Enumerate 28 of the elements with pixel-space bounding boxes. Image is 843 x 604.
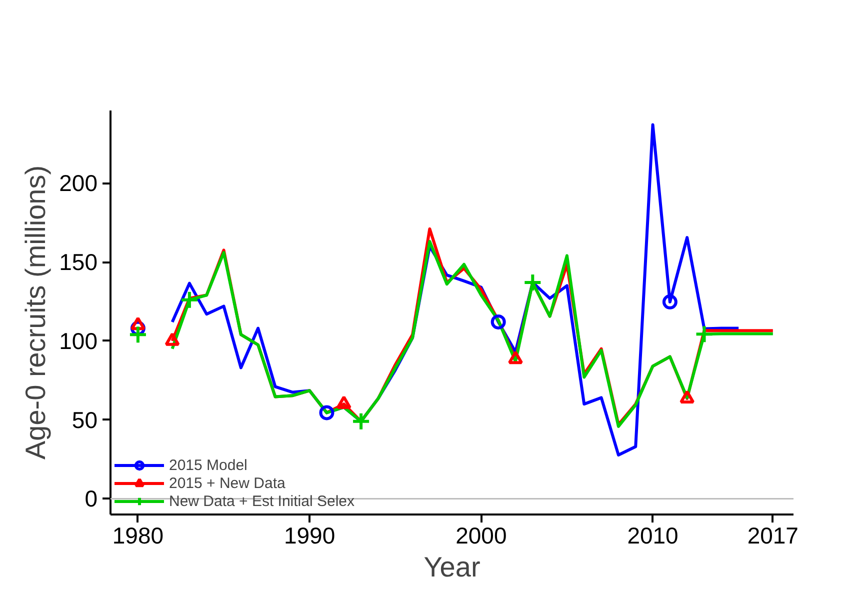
point [662, 294, 678, 310]
legend-label: 2015 + New Data [169, 474, 286, 492]
point [319, 405, 334, 420]
legend-label: New Data + Est Initial Selex [169, 492, 355, 510]
point [130, 316, 146, 330]
x-tick-label: 2017 [747, 522, 798, 548]
y-tick-label: 150 [59, 249, 98, 275]
x-axis-title: Year [424, 552, 480, 582]
point [680, 390, 695, 404]
y-tick-label: 0 [84, 486, 98, 512]
y-tick-label: 50 [72, 406, 98, 433]
point [694, 324, 714, 344]
x-tick-label: 1980 [112, 522, 164, 548]
x-tick-label: 2010 [627, 522, 678, 548]
point [490, 314, 506, 330]
x-tick-label: 2000 [456, 522, 507, 548]
x-tick-label: 1990 [284, 522, 336, 548]
y-axis-title: Age-0 recruits (millions) [20, 165, 52, 460]
point [523, 273, 542, 292]
point [336, 396, 352, 409]
point [508, 350, 523, 364]
y-tick-label: 100 [59, 328, 98, 354]
legend-label: 2015 Model [169, 456, 248, 474]
point [164, 332, 180, 346]
point [128, 325, 148, 344]
point [352, 412, 371, 431]
point [180, 290, 199, 310]
y-tick-label: 200 [59, 170, 98, 196]
